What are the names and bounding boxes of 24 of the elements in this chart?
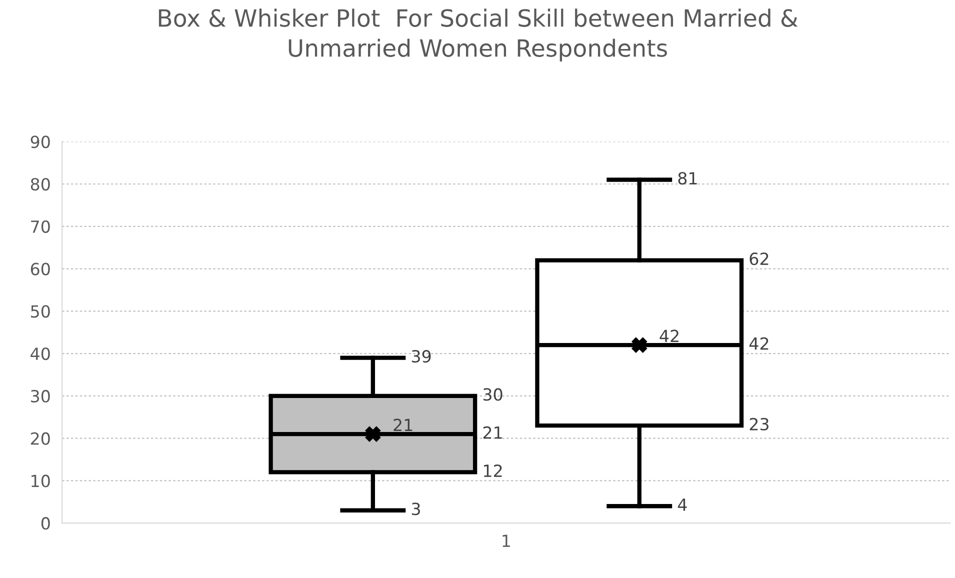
- annotation: 39: [412, 350, 431, 363]
- y-tick-label: 50: [31, 305, 50, 318]
- annotation: 3: [412, 502, 420, 516]
- y-tick-label: 90: [30, 136, 50, 148]
- annotation: 81: [678, 172, 697, 185]
- y-tick-label: 30: [31, 390, 50, 402]
- annotation: 12: [484, 464, 502, 477]
- y-tick-label: 20: [30, 432, 50, 445]
- annotation: 23: [750, 418, 768, 430]
- y-tick-label: 40: [30, 348, 50, 360]
- y-tick-label: 60: [30, 262, 50, 276]
- annotation: 62: [750, 252, 768, 266]
- y-tick-label: 80: [30, 178, 50, 191]
- annotation: 30: [483, 388, 502, 401]
- x-tick-label: 1: [502, 534, 510, 547]
- annotation: 42: [660, 330, 678, 342]
- annotation: 21: [394, 418, 412, 432]
- y-tick-label: 0: [41, 517, 50, 530]
- y-tick-label: 70: [31, 220, 50, 233]
- y-tick-label: 10: [32, 474, 50, 488]
- chart-title: Box & Whisker Plot For Social Skill between Married & Unmarried Women Respondents: [158, 8, 798, 62]
- annotation: 42: [749, 337, 768, 350]
- annotation: 21: [483, 426, 502, 439]
- annotation: 4: [678, 498, 687, 511]
